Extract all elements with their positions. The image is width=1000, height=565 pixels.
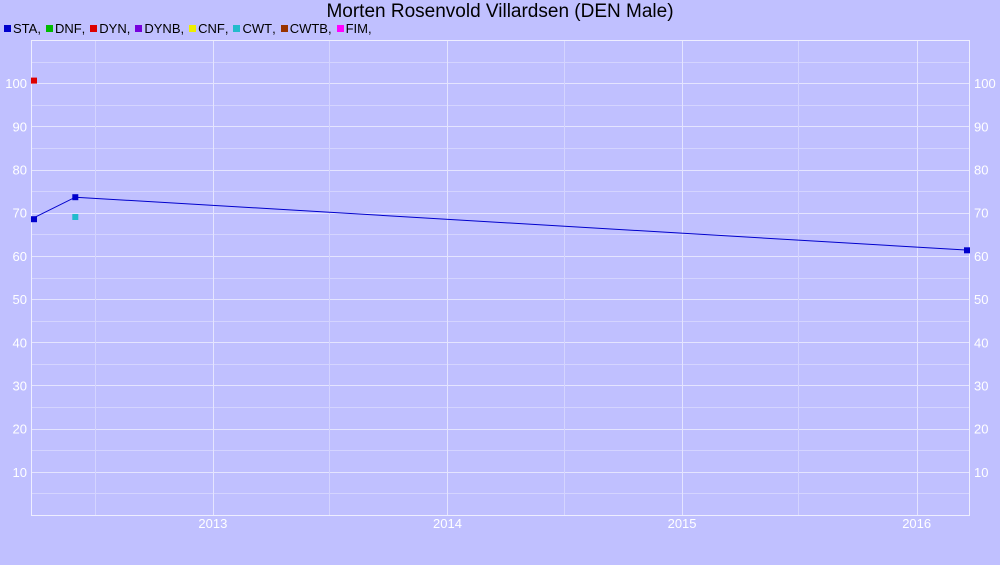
y-tick-label-left: 50	[13, 292, 27, 307]
legend-item-sta: STA,	[4, 21, 41, 36]
y-tick-label-right: 80	[974, 163, 988, 178]
data-point-cwt	[72, 214, 79, 220]
legend-item-cwtb: CWTB,	[280, 20, 332, 36]
legend-item-cnf: CNF,	[189, 21, 228, 36]
data-point-dyn	[31, 77, 37, 84]
legend-label: FIM	[345, 20, 368, 36]
x-tick-label: 2016	[902, 516, 931, 531]
legend-item-dynb: DYNB,	[135, 21, 184, 36]
legend-swatch	[336, 24, 344, 32]
legend: STA, DNF, DYN, DYNB, CNF, CWT, CWTB, FIM,	[4, 20, 377, 36]
legend-separator: ,	[327, 20, 332, 36]
data-point-sta	[72, 194, 79, 201]
legend-separator: ,	[37, 20, 41, 36]
y-tick-label-left: 40	[13, 335, 27, 350]
y-tick-label-left: 90	[13, 119, 27, 134]
y-tick-label-left: 20	[13, 422, 27, 437]
legend-swatch	[90, 24, 98, 32]
y-tick-label-right: 90	[974, 119, 988, 134]
legend-item-fim: FIM,	[336, 20, 372, 36]
legend-swatch	[4, 24, 11, 32]
y-tick-label-right: 50	[974, 292, 988, 307]
y-tick-label-left: 70	[13, 206, 27, 221]
legend-separator: ,	[126, 20, 131, 36]
y-tick-label-left: 60	[13, 249, 27, 264]
plot-frame	[31, 40, 970, 516]
y-tick-label-right: 40	[974, 335, 988, 350]
legend-item-cwt: CWT,	[233, 20, 276, 36]
legend-swatch	[233, 24, 241, 32]
legend-separator: ,	[81, 20, 86, 36]
legend-label: STA	[13, 20, 38, 36]
y-tick-label-right: 70	[974, 206, 988, 221]
legend-label: DYNB	[144, 20, 181, 36]
legend-item-dyn: DYN,	[90, 21, 130, 36]
legend-label: CNF	[198, 20, 225, 36]
y-tick-label-right: 60	[974, 249, 988, 264]
y-tick-label-right: 100	[974, 76, 996, 91]
legend-separator: ,	[180, 20, 185, 36]
y-tick-label-left: 80	[13, 163, 27, 178]
legend-swatch	[45, 24, 53, 32]
x-tick-label: 2014	[433, 516, 462, 531]
y-tick-label-left: 100	[5, 76, 27, 91]
x-tick-label: 2015	[668, 516, 697, 531]
y-tick-label-right: 30	[974, 378, 988, 393]
legend-swatch	[189, 24, 197, 32]
data-point-sta	[31, 216, 37, 223]
legend-separator: ,	[272, 20, 276, 36]
y-tick-label-left: 30	[13, 378, 27, 393]
legend-swatch	[135, 24, 143, 32]
legend-swatch	[280, 24, 288, 32]
x-tick-label: 2013	[198, 516, 227, 531]
legend-label: DNF	[54, 20, 82, 36]
legend-item-dnf: DNF,	[45, 20, 86, 36]
data-point-sta	[964, 247, 970, 254]
legend-separator: ,	[368, 20, 372, 36]
legend-label: CWTB	[289, 20, 328, 36]
y-tick-label-right: 10	[974, 465, 988, 480]
chart-title: Morten Rosenvold Villardsen (DEN Male)	[326, 1, 674, 22]
y-tick-label-left: 10	[13, 465, 27, 480]
legend-label: CWT	[242, 20, 273, 36]
legend-label: DYN	[99, 20, 127, 36]
y-tick-label-right: 20	[974, 422, 988, 437]
series-line-sta	[30, 196, 971, 251]
legend-separator: ,	[224, 20, 229, 36]
